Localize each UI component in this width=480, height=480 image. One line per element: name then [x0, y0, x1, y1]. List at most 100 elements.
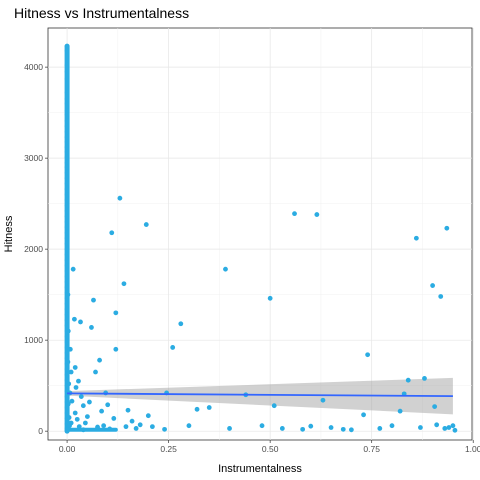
- data-point: [308, 423, 314, 429]
- data-point: [64, 284, 70, 290]
- data-point: [397, 408, 403, 414]
- data-point: [64, 43, 70, 49]
- confidence-band: [67, 377, 453, 415]
- data-point: [430, 283, 436, 288]
- data-point: [66, 415, 72, 420]
- data-point: [64, 339, 70, 345]
- data-point: [64, 90, 70, 96]
- data-point: [149, 424, 155, 430]
- data-point: [438, 294, 444, 299]
- data-point: [64, 192, 70, 197]
- data-point: [64, 164, 70, 170]
- data-point: [123, 424, 129, 430]
- data-point: [444, 225, 450, 231]
- data-point: [340, 426, 346, 432]
- y-tick-label: 0: [38, 426, 43, 436]
- data-point: [178, 321, 184, 327]
- data-point: [64, 139, 70, 145]
- plot-panel: [47, 27, 473, 441]
- data-point: [446, 425, 452, 430]
- data-point: [145, 413, 151, 419]
- x-tick-label: 0.00: [59, 444, 76, 454]
- data-point: [69, 398, 75, 404]
- data-point: [64, 170, 70, 176]
- data-point: [93, 369, 98, 375]
- data-point: [64, 101, 70, 106]
- x-axis-title: Instrumentalness: [218, 463, 302, 475]
- data-point: [80, 427, 86, 433]
- data-point: [162, 426, 167, 432]
- data-point: [64, 160, 70, 166]
- data-point: [271, 403, 277, 409]
- data-point: [452, 427, 458, 433]
- data-point: [68, 420, 74, 426]
- data-point: [64, 394, 70, 399]
- data-point: [66, 426, 72, 432]
- data-point: [105, 402, 111, 408]
- data-point: [65, 328, 71, 334]
- data-point: [64, 317, 70, 323]
- data-point: [267, 295, 273, 301]
- y-axis-title: Hitness: [3, 215, 15, 252]
- data-point: [348, 427, 354, 433]
- data-point: [89, 325, 94, 330]
- data-point: [64, 323, 70, 329]
- data-point: [74, 416, 80, 422]
- x-tick-label: 0.25: [160, 444, 177, 454]
- data-point: [101, 423, 107, 429]
- data-point: [78, 319, 83, 325]
- data-point: [64, 197, 70, 203]
- y-tick-label: 1000: [24, 335, 43, 345]
- data-point: [64, 175, 70, 181]
- points-layer: [64, 43, 458, 434]
- data-point: [64, 186, 70, 192]
- data-point: [64, 279, 70, 285]
- data-point: [65, 401, 71, 407]
- data-point: [64, 154, 70, 160]
- data-point: [64, 112, 70, 117]
- data-point: [64, 203, 70, 208]
- data-point: [80, 403, 86, 409]
- x-tick-label: 0.75: [363, 444, 380, 454]
- data-point: [64, 350, 70, 356]
- data-point: [68, 369, 74, 375]
- data-point: [434, 422, 440, 428]
- data-point: [64, 252, 70, 258]
- data-point: [361, 412, 366, 418]
- data-point: [78, 394, 84, 399]
- data-point: [377, 426, 383, 431]
- data-point: [107, 426, 113, 432]
- data-point: [64, 48, 70, 54]
- data-point: [111, 416, 117, 421]
- data-point: [450, 423, 456, 429]
- x-tick-label: 0.50: [262, 444, 279, 454]
- data-point: [143, 222, 149, 227]
- data-point: [259, 423, 265, 429]
- data-point: [64, 263, 70, 268]
- data-point: [64, 134, 70, 140]
- data-point: [186, 423, 192, 429]
- data-point: [64, 246, 70, 252]
- data-point: [389, 423, 395, 429]
- data-point: [64, 69, 70, 75]
- data-point: [413, 235, 419, 241]
- data-point: [64, 230, 70, 236]
- data-point: [64, 366, 70, 372]
- data-point: [87, 399, 92, 405]
- data-point: [64, 355, 70, 361]
- data-point: [64, 257, 70, 263]
- chart-title: Hitness vs Instrumentalness: [14, 5, 189, 21]
- data-point: [292, 211, 297, 217]
- data-point: [113, 310, 119, 316]
- data-point: [64, 405, 70, 410]
- data-point: [64, 377, 70, 383]
- data-point: [113, 346, 119, 352]
- data-point: [64, 118, 70, 124]
- data-point: [72, 365, 78, 370]
- data-point: [64, 295, 70, 301]
- data-point: [65, 359, 71, 365]
- y-tick-label: 3000: [24, 153, 43, 163]
- tick-layer: 0.00 0.25 0.50 0.75 1.00 0 1000 2000 3000 4000: [24, 62, 480, 454]
- data-point: [206, 405, 212, 410]
- data-point: [76, 424, 82, 430]
